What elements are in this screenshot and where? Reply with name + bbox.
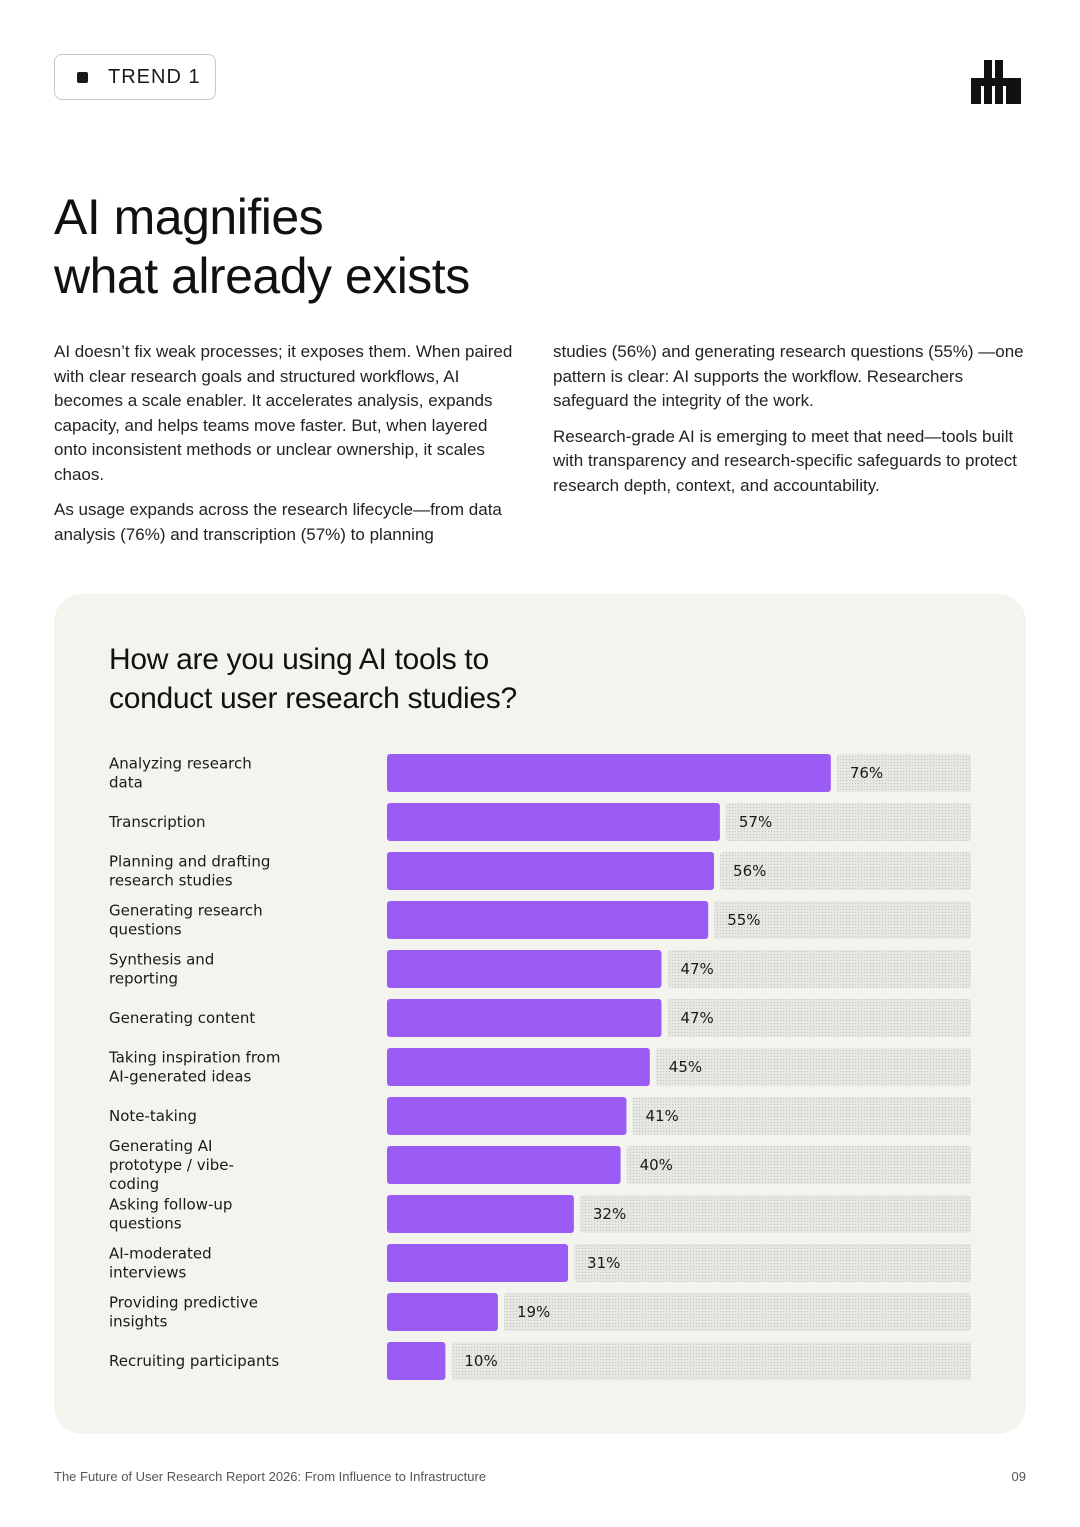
bar-track xyxy=(836,754,971,792)
value-label: 31% xyxy=(587,1254,620,1272)
page-title: AI magnifies what already exists xyxy=(54,188,754,306)
bar xyxy=(387,901,709,939)
value-label: 56% xyxy=(733,862,766,880)
chart-card: How are you using AI tools to conduct us… xyxy=(54,594,1026,1434)
bar xyxy=(387,1244,569,1282)
category-label-line: Providing predictive xyxy=(109,1294,258,1312)
category-label-line: AI-moderated xyxy=(109,1245,212,1263)
value-label: 41% xyxy=(645,1107,678,1125)
category-label: Taking inspiration from AI-generated idea… xyxy=(108,1049,280,1086)
value-label: 32% xyxy=(593,1205,626,1223)
bar xyxy=(387,1342,446,1380)
bar-track xyxy=(626,1146,971,1184)
trend-badge: TREND 1 xyxy=(54,54,216,100)
bar-track xyxy=(667,950,971,988)
bar-track xyxy=(655,1048,971,1086)
category-label: Transcription xyxy=(108,813,205,831)
category-label: Note-taking xyxy=(109,1107,197,1125)
category-label: Analyzing research data xyxy=(109,755,252,792)
value-label: 76% xyxy=(850,764,883,782)
value-label: 47% xyxy=(680,960,713,978)
chart-title: How are you using AI tools to conduct us… xyxy=(109,640,629,718)
body-paragraph: Research-grade AI is emerging to meet th… xyxy=(553,426,1017,495)
bar xyxy=(387,1097,627,1135)
bar xyxy=(387,754,831,792)
category-label-line: Analyzing research xyxy=(109,755,252,773)
category-label-line: questions xyxy=(109,921,182,939)
trend-label: TREND 1 xyxy=(108,65,201,88)
value-label: 57% xyxy=(739,813,772,831)
bar-chart: 76% Analyzing research data 57% Transcriptio… xyxy=(108,754,971,1380)
bar xyxy=(387,950,662,988)
bar xyxy=(387,803,720,841)
bar xyxy=(387,999,662,1037)
category-label-line: Generating content xyxy=(109,1009,255,1027)
category-label-line: Taking inspiration from xyxy=(108,1049,280,1067)
category-label-line: Planning and drafting xyxy=(109,853,270,871)
bar-track xyxy=(574,1244,971,1282)
body-column-right: studies (56%) and generating research qu… xyxy=(553,340,1031,509)
bar-track xyxy=(503,1293,971,1331)
bar-track xyxy=(451,1342,971,1380)
category-label-line: questions xyxy=(109,1215,182,1233)
brand-logo-icon xyxy=(971,60,1021,104)
bar-track xyxy=(632,1097,971,1135)
bar-track xyxy=(720,852,971,890)
category-label-line: Transcription xyxy=(108,813,205,831)
category-label-line: interviews xyxy=(109,1264,186,1282)
value-label: 40% xyxy=(640,1156,673,1174)
category-label-line: Note-taking xyxy=(109,1107,197,1125)
category-label-line: Synthesis and xyxy=(109,951,214,969)
category-label-line: research studies xyxy=(109,872,233,890)
value-label: 47% xyxy=(680,1009,713,1027)
category-label: AI-moderated interviews xyxy=(109,1245,212,1282)
category-label-line: coding xyxy=(109,1175,159,1193)
page-number: 09 xyxy=(1011,1469,1026,1484)
bar xyxy=(387,1048,650,1086)
category-label: Generating AI prototype / vibe-coding xyxy=(109,1137,234,1193)
bar xyxy=(387,852,715,890)
category-label: Generating research questions xyxy=(109,902,263,939)
page-title-line-1: AI magnifies xyxy=(54,189,324,245)
bar-track xyxy=(725,803,971,841)
chart-title-line-1: How are you using AI tools to xyxy=(109,643,489,676)
category-label: Recruiting participants xyxy=(109,1352,279,1370)
body-column-left: AI doesn’t fix weak processes; it expose… xyxy=(54,340,520,558)
body-paragraph: As usage expands across the research lif… xyxy=(54,500,502,544)
category-label-line: insights xyxy=(109,1313,168,1331)
category-label-line: Asking follow-up xyxy=(109,1196,232,1214)
category-label-line: Generating AI xyxy=(109,1137,212,1155)
category-label: Providing predictive insights xyxy=(109,1294,258,1331)
page-title-line-2: what already exists xyxy=(54,248,470,304)
category-label-line: data xyxy=(109,774,143,792)
category-label-line: AI-generated ideas xyxy=(109,1068,251,1086)
category-label: Planning and drafting research studies xyxy=(109,853,270,890)
body-paragraph: studies (56%) and generating research qu… xyxy=(553,342,1024,410)
chart-title-line-2: conduct user research studies? xyxy=(109,682,517,715)
bar xyxy=(387,1146,621,1184)
category-label: Asking follow-up questions xyxy=(109,1196,232,1233)
bar xyxy=(387,1195,574,1233)
footer-report-title: The Future of User Research Report 2026:… xyxy=(54,1469,487,1484)
category-label-line: Recruiting participants xyxy=(109,1352,279,1370)
category-label-line: reporting xyxy=(109,970,178,988)
square-bullet-icon xyxy=(77,71,88,83)
body-paragraph: AI doesn’t fix weak processes; it expose… xyxy=(54,342,513,484)
value-label: 55% xyxy=(727,911,760,929)
bar-track xyxy=(667,999,971,1037)
bar-track xyxy=(579,1195,971,1233)
category-label: Generating content xyxy=(109,1009,255,1027)
category-label-line: Generating research xyxy=(109,902,263,920)
bar-track xyxy=(714,901,971,939)
value-label: 10% xyxy=(464,1352,497,1370)
bar xyxy=(387,1293,498,1331)
value-label: 45% xyxy=(669,1058,702,1076)
category-label-line: prototype / vibe- xyxy=(109,1156,234,1174)
value-label: 19% xyxy=(517,1303,550,1321)
category-label: Synthesis and reporting xyxy=(109,951,214,988)
